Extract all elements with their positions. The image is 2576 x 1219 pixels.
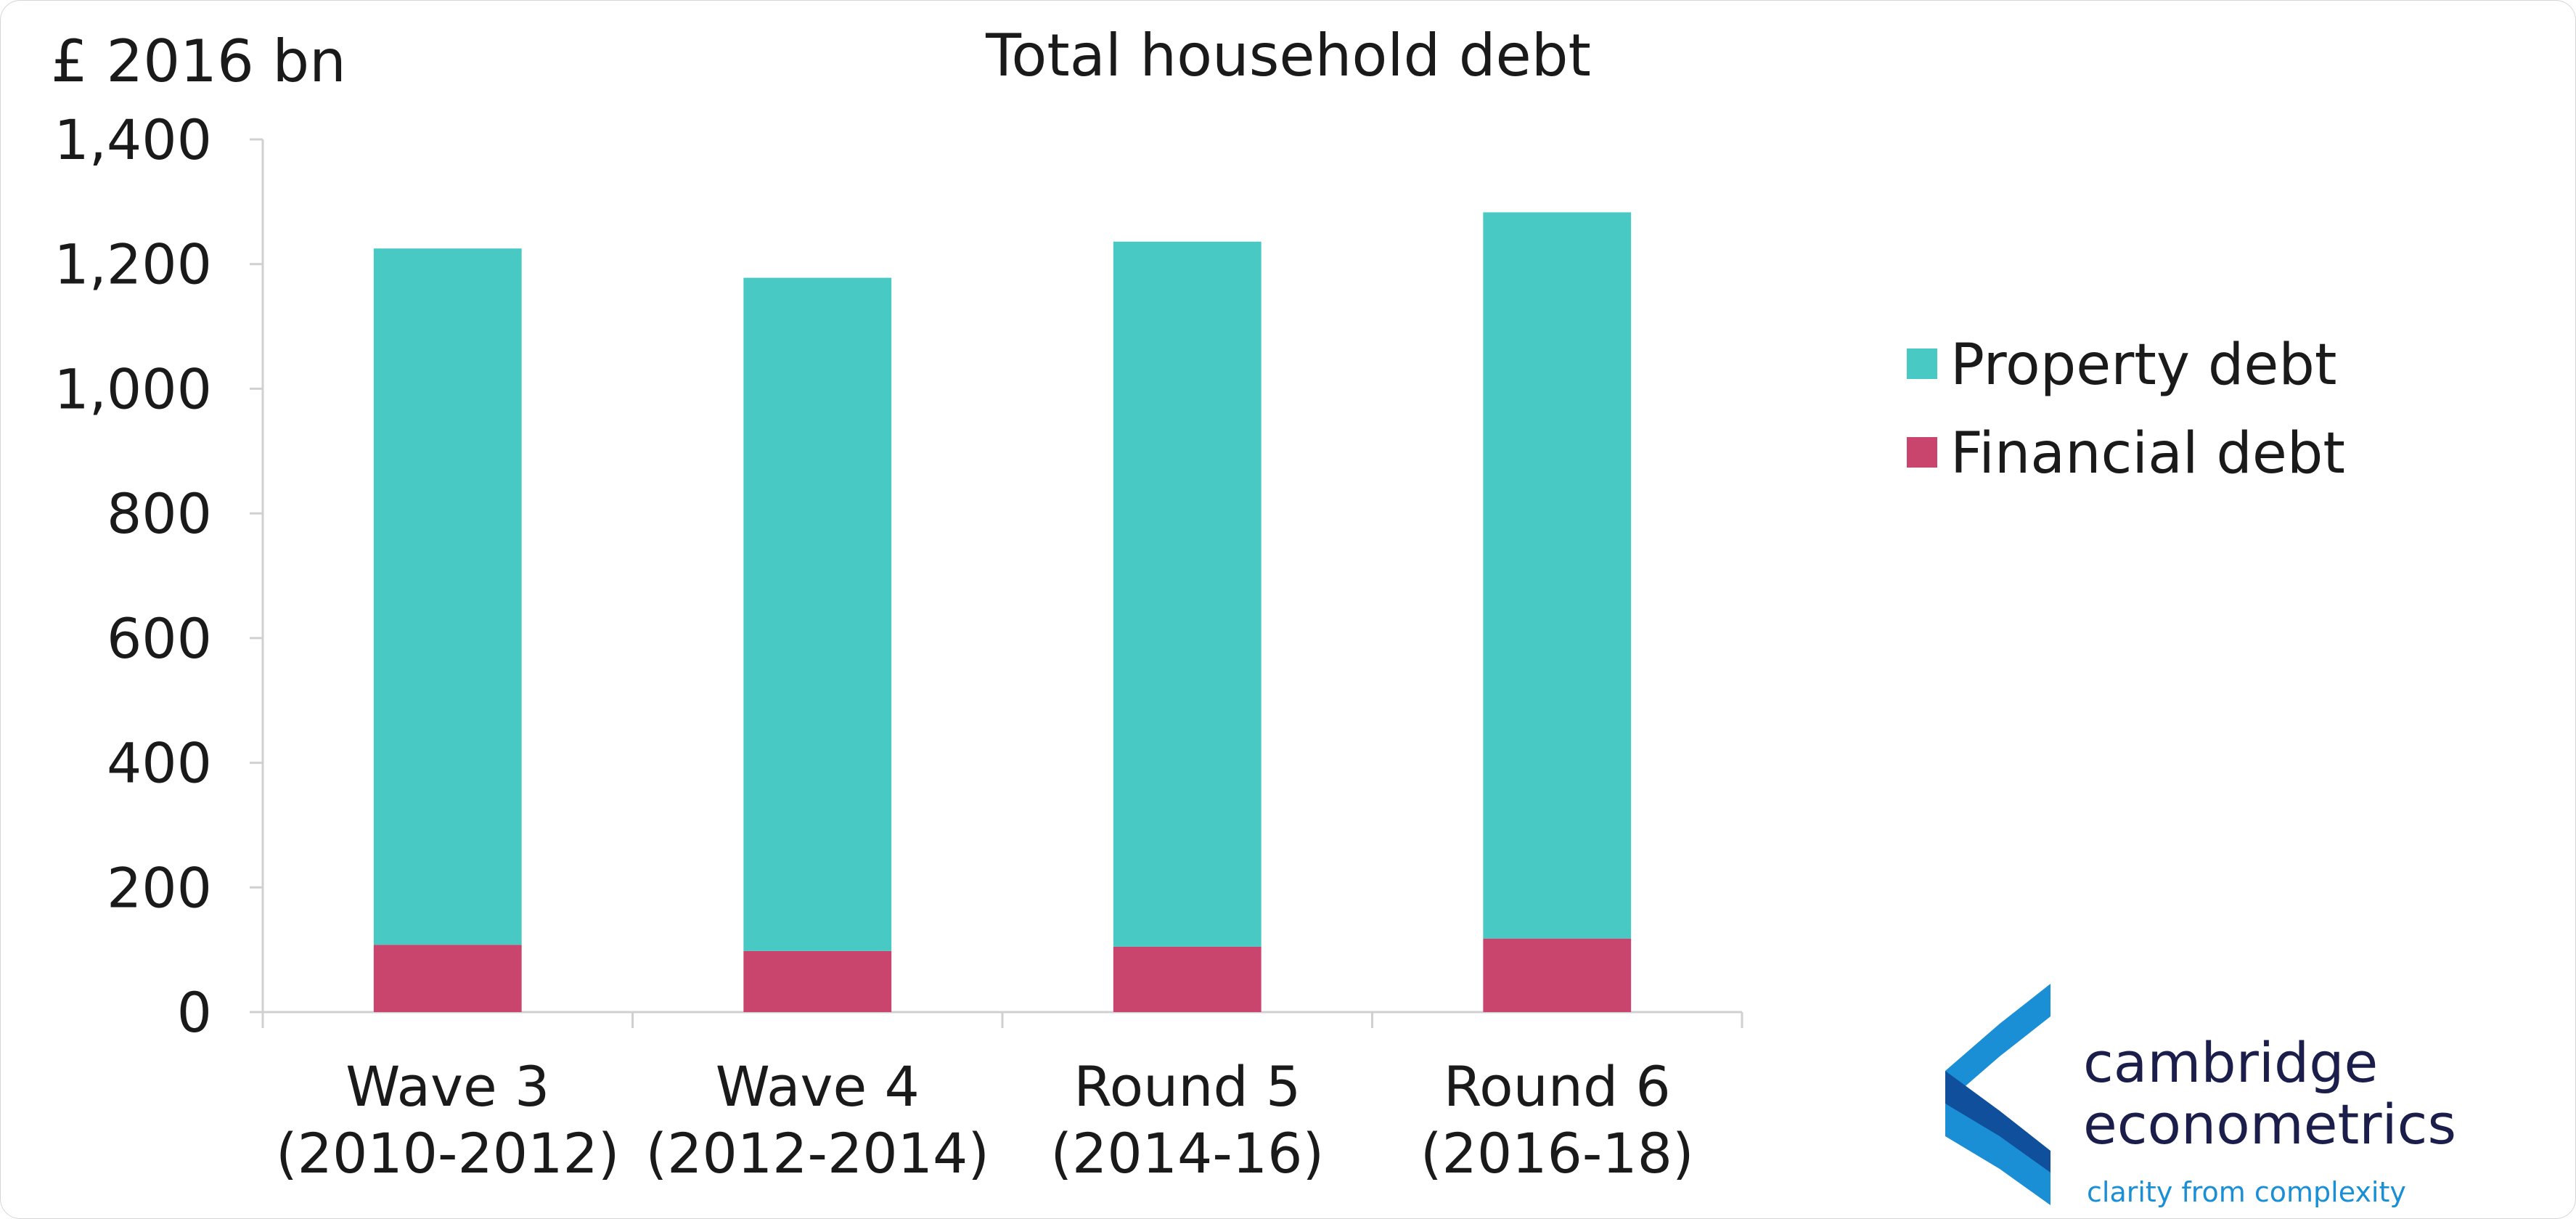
y-tick-label: 200 bbox=[107, 855, 212, 920]
legend-swatch bbox=[1907, 348, 1937, 379]
y-tick-label: 1,000 bbox=[54, 356, 212, 421]
legend-label: Property debt bbox=[1950, 333, 2336, 398]
x-category-label: Wave 4 bbox=[716, 1054, 920, 1119]
logo-name-line1: cambridge bbox=[2083, 1030, 2378, 1095]
y-tick-label: 1,200 bbox=[54, 232, 212, 297]
y-tick-label: 1,400 bbox=[54, 107, 212, 172]
y-tick-label: 800 bbox=[107, 481, 212, 546]
bar-financial-debt bbox=[373, 945, 522, 1012]
chart-title: Total household debt bbox=[985, 22, 1591, 89]
bar-property-debt bbox=[1113, 241, 1262, 947]
y-tick-label: 400 bbox=[107, 731, 212, 796]
bar-property-debt bbox=[1483, 212, 1632, 939]
company-logo: cambridge econometrics clarity from comp… bbox=[1945, 984, 2456, 1208]
y-tick-label: 0 bbox=[177, 980, 212, 1045]
y-tick-label: 600 bbox=[107, 606, 212, 671]
legend-swatch bbox=[1907, 437, 1937, 468]
x-axis: Wave 3(2010-2012) Wave 4(2012-2014) Round … bbox=[261, 1011, 1743, 1186]
x-category-label: Round 5 bbox=[1074, 1054, 1301, 1119]
y-axis-label: £ 2016 bn bbox=[51, 28, 346, 95]
bar-property-debt bbox=[373, 248, 522, 945]
legend: Property debt Financial debt bbox=[1907, 333, 2345, 486]
x-category-label: Wave 3 bbox=[345, 1054, 549, 1119]
bar-property-debt bbox=[743, 277, 892, 951]
legend-label: Financial debt bbox=[1950, 421, 2345, 486]
y-axis: 0 200 400 600 800 1,000 1,200 1,400 bbox=[54, 107, 264, 1045]
bar-financial-debt bbox=[1113, 946, 1262, 1012]
x-category-label: (2014-16) bbox=[1050, 1121, 1324, 1186]
x-category-label: Round 6 bbox=[1444, 1054, 1671, 1119]
x-category-label: (2012-2014) bbox=[645, 1121, 989, 1186]
bars bbox=[373, 212, 1632, 1012]
bar-financial-debt bbox=[1483, 938, 1632, 1012]
cambridge-econometrics-chevron-icon bbox=[1945, 984, 2050, 1205]
bar-financial-debt bbox=[743, 950, 892, 1012]
logo-tagline: clarity from complexity bbox=[2087, 1176, 2406, 1208]
x-category-label: (2010-2012) bbox=[276, 1121, 620, 1186]
logo-name-line2: econometrics bbox=[2083, 1092, 2456, 1157]
x-category-label: (2016-18) bbox=[1420, 1121, 1694, 1186]
